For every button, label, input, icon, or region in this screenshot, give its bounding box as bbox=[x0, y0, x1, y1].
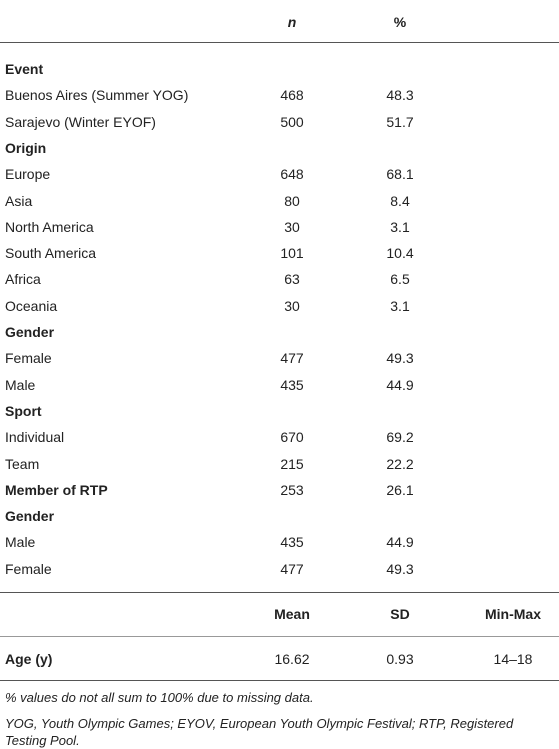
row-label: Sarajevo (Winter EYOF) bbox=[5, 113, 156, 130]
cell: 16.62 bbox=[274, 651, 310, 667]
cell: 6.5 bbox=[390, 271, 410, 288]
row-label: Female bbox=[5, 560, 52, 577]
cell: 215 bbox=[280, 455, 304, 472]
row-label: Africa bbox=[5, 271, 41, 288]
cell: 51.7 bbox=[386, 113, 414, 130]
cell: 30 bbox=[284, 297, 300, 314]
column-header: Min-Max bbox=[485, 606, 541, 622]
column-header: n bbox=[287, 14, 297, 30]
cell: 44.9 bbox=[386, 376, 414, 393]
cell: 48.3 bbox=[386, 87, 414, 104]
row-label: Female bbox=[5, 350, 52, 367]
row-label: Male bbox=[5, 534, 36, 551]
rule bbox=[0, 636, 559, 637]
cell: 69.2 bbox=[386, 429, 414, 446]
rule bbox=[0, 680, 559, 681]
cell: 14–18 bbox=[493, 651, 533, 667]
cell: 68.1 bbox=[386, 166, 414, 183]
column-header: SD bbox=[390, 606, 410, 622]
section-label: Origin bbox=[5, 139, 47, 156]
section-label: Sport bbox=[5, 402, 42, 419]
cell: 63 bbox=[284, 271, 300, 288]
footnote: YOG, Youth Olympic Games; EYOV, European… bbox=[5, 716, 514, 748]
row-label: Oceania bbox=[5, 297, 58, 314]
section-label: Gender bbox=[5, 324, 55, 340]
cell: 8.4 bbox=[390, 192, 410, 209]
rule bbox=[0, 42, 559, 43]
cell: 49.3 bbox=[386, 560, 414, 577]
row-label: South America bbox=[5, 245, 97, 262]
cell: 477 bbox=[280, 350, 304, 367]
cell: 10.4 bbox=[386, 245, 414, 262]
cell: 670 bbox=[280, 429, 304, 446]
rule bbox=[0, 592, 559, 593]
row-label: Male bbox=[5, 376, 36, 393]
row-label: Asia bbox=[5, 192, 33, 209]
column-header: % bbox=[393, 14, 407, 30]
section-label: Member of RTP bbox=[5, 481, 108, 498]
cell: 44.9 bbox=[386, 534, 414, 551]
cell: 80 bbox=[284, 192, 300, 209]
cell: 101 bbox=[280, 245, 304, 262]
cell: 477 bbox=[280, 560, 304, 577]
cell: 253 bbox=[280, 481, 304, 498]
cell: 500 bbox=[280, 113, 304, 130]
cell: 3.1 bbox=[390, 297, 410, 314]
cell: 468 bbox=[280, 87, 304, 104]
cell: 30 bbox=[284, 218, 300, 235]
row-label: Buenos Aires (Summer YOG) bbox=[5, 87, 189, 104]
column-header: Mean bbox=[274, 606, 310, 622]
row-label: Team bbox=[5, 455, 40, 472]
cell: 3.1 bbox=[390, 218, 410, 235]
row-label: Age (y) bbox=[5, 651, 53, 667]
row-label: North America bbox=[5, 218, 94, 235]
cell: 435 bbox=[280, 534, 304, 551]
cell: 648 bbox=[280, 166, 304, 183]
cell: 49.3 bbox=[386, 350, 414, 367]
row-label: Individual bbox=[5, 429, 65, 446]
section-label: Event bbox=[5, 61, 44, 77]
row-label: Europe bbox=[5, 166, 51, 183]
cell: 26.1 bbox=[386, 481, 414, 498]
cell: 0.93 bbox=[386, 651, 414, 667]
cell: 435 bbox=[280, 376, 304, 393]
cell: 22.2 bbox=[386, 455, 414, 472]
section-label: Gender bbox=[5, 508, 55, 525]
footnote: % values do not all sum to 100% due to m… bbox=[5, 690, 314, 705]
